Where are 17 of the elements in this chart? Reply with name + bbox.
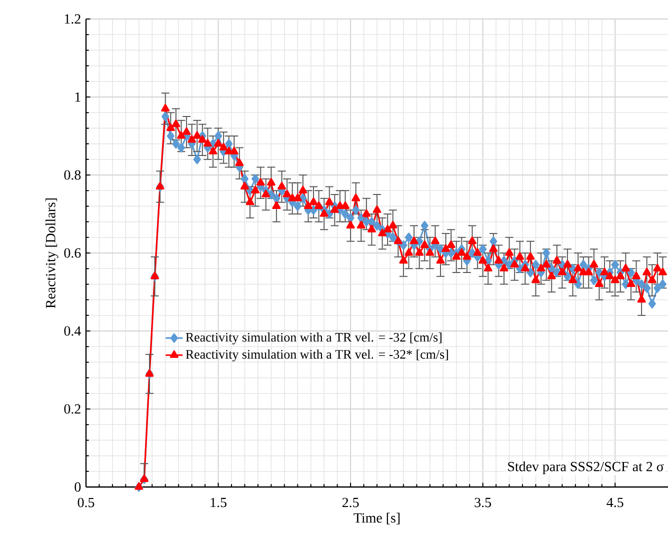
x-tick-label: 3.5	[474, 498, 492, 508]
y-tick-label: 0.4	[64, 326, 81, 336]
y-tick-label: 0.6	[64, 248, 81, 258]
y-tick-label: 1	[75, 92, 80, 102]
annotation: Stdev para SSS2/SCF at 2 σ	[508, 461, 664, 474]
y-axis-title: Reactivity [Dollars]	[46, 198, 58, 308]
legend-label: Reactivity simulation with a TR vel. = -32 [cm/s]	[186, 332, 442, 344]
x-axis-title: Time [s]	[354, 512, 400, 524]
x-tick-label: 2.5	[342, 498, 359, 508]
y-tick-label: 0	[74, 482, 81, 492]
x-tick-label: 0.5	[78, 498, 94, 508]
x-tick-label: 1.5	[210, 498, 226, 508]
y-tick-label: 0.8	[64, 170, 81, 180]
y-tick-label: 0.2	[64, 404, 80, 414]
legend-label: Reactivity simulation with a TR vel. = -32* [cm/s]	[186, 350, 448, 362]
y-tick-label: 1.2	[64, 14, 80, 24]
x-tick-label: 4.5	[606, 498, 624, 508]
